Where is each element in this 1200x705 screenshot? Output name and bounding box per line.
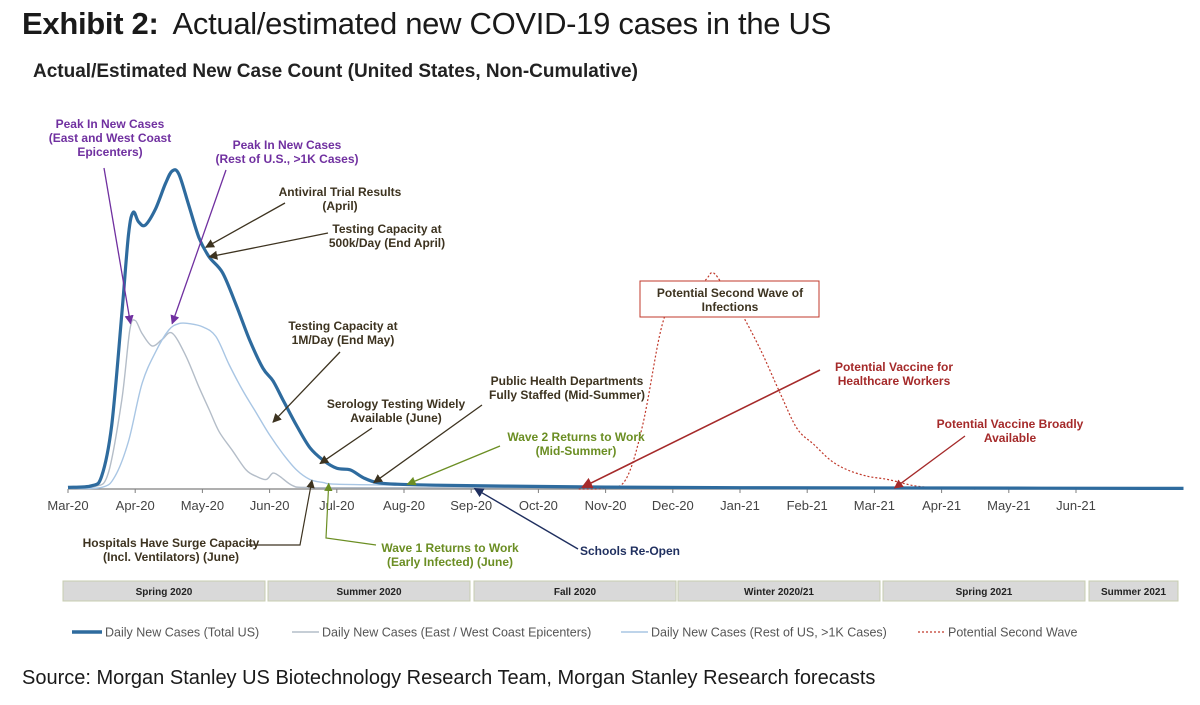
annotation-wave1-line-0: Wave 1 Returns to Work (381, 541, 519, 555)
season-label-5: Summer 2021 (1101, 587, 1166, 598)
annotation-testing-500k-line-1: 500k/Day (End April) (329, 236, 445, 250)
annotation-arrow-wave1 (324, 482, 377, 546)
annotation-testing-1m-line-0: Testing Capacity at (288, 319, 397, 333)
annotation-arrow-schools (473, 487, 579, 550)
x-tick-label-15: Jun-21 (1056, 498, 1096, 513)
source-note: Source: Morgan Stanley US Biotechnology … (22, 667, 876, 689)
annotation-schools-line-0: Schools Re-Open (580, 544, 680, 558)
annotation-arrow-vaccine-healthcare (581, 369, 821, 489)
annotation-peak-east-west-line-0: Peak In New Cases (56, 117, 165, 131)
x-tick-label-11: Feb-21 (787, 498, 828, 513)
annotation-peak-east-west-line-1: (East and West Coast (49, 131, 171, 145)
series-line-0 (67, 168, 1184, 490)
series-line-1 (67, 319, 1184, 490)
legend-label-0: Daily New Cases (Total US) (105, 626, 259, 640)
x-tick-label-0: Mar-20 (47, 498, 88, 513)
annotation-arrow-wave2 (406, 445, 501, 486)
annotation-box-second-wave (639, 280, 820, 318)
annotations: Peak In New Cases(East and West CoastEpi… (49, 117, 1084, 569)
annotation-vaccine-broadly-line-1: Available (984, 431, 1037, 445)
annotation-wave2-line-1: (Mid-Summer) (536, 444, 617, 458)
x-tick-label-5: Aug-20 (383, 498, 425, 513)
season-box-4 (882, 580, 1086, 602)
annotation-arrow-serology (319, 427, 373, 465)
annotation-vaccine-healthcare-line-1: Healthcare Workers (838, 374, 951, 388)
legend-label-2: Daily New Cases (Rest of US, >1K Cases) (651, 626, 887, 640)
season-label-2: Fall 2020 (554, 587, 597, 598)
annotation-serology-line-1: Available (June) (350, 411, 442, 425)
annotation-testing-500k-line-0: Testing Capacity at (332, 222, 441, 236)
annotation-peak-east-west-line-2: Epicenters) (77, 145, 142, 159)
annotation-antiviral-line-0: Antiviral Trial Results (279, 185, 402, 199)
annotation-hospitals-line-0: Hospitals Have Surge Capacity (83, 536, 260, 550)
season-label-3: Winter 2020/21 (744, 587, 814, 598)
season-box-0 (62, 580, 266, 602)
annotation-arrow-hospitals (248, 479, 315, 546)
season-box-1 (267, 580, 471, 602)
season-band: Spring 2020 Summer 2020 Fall 2020 Winter 20… (62, 580, 1179, 602)
exhibit-label: Exhibit 2: (22, 6, 159, 41)
series-line-2 (67, 322, 1184, 490)
x-axis: Mar-20 Apr-20 May-20 Jun-20 Jul-20 Aug-20 Sep-… (47, 488, 1180, 513)
legend: Daily New Cases (Total US) Daily New Case… (72, 626, 1078, 640)
annotation-hospitals-line-1: (Incl. Ventilators) (June) (103, 550, 239, 564)
annotation-arrow-testing-1m (272, 351, 341, 423)
x-tick-label-8: Nov-20 (585, 498, 627, 513)
annotation-public-health-line-0: Public Health Departments (491, 374, 644, 388)
annotation-vaccine-healthcare-line-0: Potential Vaccine for (835, 360, 953, 374)
x-tick-label-1: Apr-20 (116, 498, 155, 513)
annotation-wave2-line-0: Wave 2 Returns to Work (507, 430, 645, 444)
exhibit-heading: Exhibit 2: Actual/estimated new COVID-19 … (22, 6, 831, 42)
annotation-public-health-line-1: Fully Staffed (Mid-Summer) (489, 388, 645, 402)
x-tick-label-13: Apr-21 (922, 498, 961, 513)
x-tick-label-9: Dec-20 (652, 498, 694, 513)
annotation-peak-rest-line-0: Peak In New Cases (233, 138, 342, 152)
annotation-serology-line-0: Serology Testing Widely (327, 397, 466, 411)
annotation-second-wave-box-line-0: Potential Second Wave of (657, 286, 804, 300)
x-tick-label-14: May-21 (987, 498, 1030, 513)
annotation-vaccine-broadly-line-0: Potential Vaccine Broadly (937, 417, 1084, 431)
x-tick-label-2: May-20 (181, 498, 224, 513)
x-tick-label-12: Mar-21 (854, 498, 895, 513)
annotation-arrow-vaccine-broadly (893, 435, 966, 489)
annotation-arrow-public-health (373, 404, 483, 484)
season-box-5 (1088, 580, 1179, 602)
annotation-arrow-peak-rest (170, 169, 227, 325)
annotation-antiviral-line-1: (April) (322, 199, 357, 213)
annotation-arrow-antiviral (204, 202, 286, 248)
x-tick-label-3: Jun-20 (250, 498, 290, 513)
x-tick-label-4: Jul-20 (319, 498, 354, 513)
season-box-2 (473, 580, 677, 602)
annotation-wave1-line-1: (Early Infected) (June) (387, 555, 513, 569)
annotation-arrow-peak-east-west (103, 167, 134, 325)
annotation-arrow-testing-500k (208, 232, 329, 260)
x-tick-label-10: Jan-21 (720, 498, 760, 513)
exhibit-title: Actual/estimated new COVID-19 cases in t… (172, 6, 832, 41)
season-label-4: Spring 2021 (956, 587, 1013, 598)
x-tick-label-7: Oct-20 (519, 498, 558, 513)
legend-label-1: Daily New Cases (East / West Coast Epice… (322, 626, 591, 640)
season-box-3 (677, 580, 881, 602)
annotation-testing-1m-line-1: 1M/Day (End May) (292, 333, 395, 347)
x-tick-label-6: Sep-20 (450, 498, 492, 513)
annotation-second-wave-box-line-1: Infections (702, 300, 759, 314)
chart-title: Actual/Estimated New Case Count (United … (33, 61, 638, 82)
season-label-1: Summer 2020 (336, 587, 401, 598)
legend-label-3: Potential Second Wave (948, 626, 1078, 640)
annotation-peak-rest-line-1: (Rest of U.S., >1K Cases) (215, 152, 358, 166)
season-label-0: Spring 2020 (136, 587, 193, 598)
